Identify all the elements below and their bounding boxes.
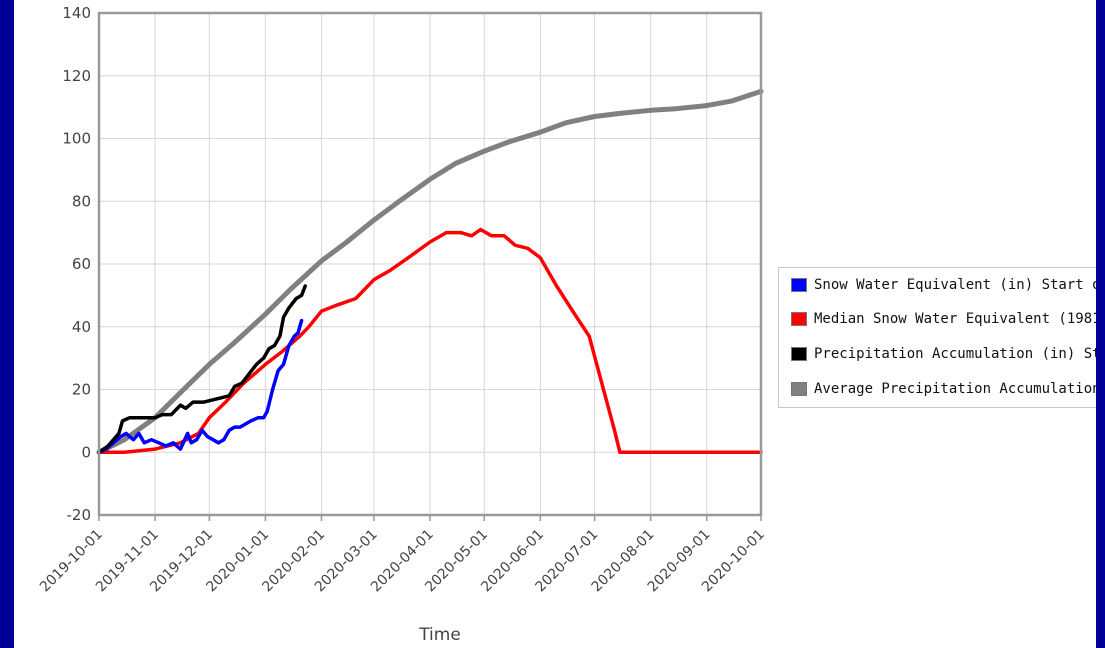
- y-axis-ticks: -20 0 20 40 60 80 100 120 140: [62, 4, 91, 524]
- y-tick-label: 80: [72, 192, 91, 210]
- legend-item-precip[interactable]: Precipitation Accumulation (in) Start of…: [791, 344, 1096, 364]
- series-line-precip[interactable]: [97, 284, 307, 455]
- legend-item-median-swe[interactable]: Median Snow Water Equivalent (1981-2010)…: [791, 309, 1096, 329]
- y-tick-label: 60: [72, 255, 91, 273]
- x-axis-title: Time: [418, 625, 461, 645]
- series-group: [96, 88, 764, 455]
- series-line-median-swe[interactable]: [97, 227, 763, 455]
- legend-swatch-avg-precip: [791, 382, 807, 396]
- plot-frame: [97, 11, 763, 517]
- y-tick-label: 120: [62, 67, 91, 85]
- legend: Snow Water Equivalent (in) Start of Day …: [778, 267, 1096, 408]
- series-line-swe[interactable]: [97, 318, 304, 455]
- legend-item-avg-precip[interactable]: Average Precipitation Accumulation (1981…: [791, 379, 1096, 399]
- legend-label-swe: Snow Water Equivalent (in) Start of Day …: [814, 277, 1096, 293]
- legend-item-swe[interactable]: Snow Water Equivalent (in) Start of Day …: [791, 275, 1096, 295]
- legend-swatch-precip: [791, 347, 807, 361]
- legend-label-precip: Precipitation Accumulation (in) Start of…: [814, 346, 1096, 362]
- legend-label-avg-precip: Average Precipitation Accumulation (1981…: [814, 381, 1096, 397]
- y-tick-label: -20: [67, 506, 92, 524]
- legend-swatch-median-swe: [791, 312, 807, 326]
- y-tick-label: 20: [72, 381, 91, 399]
- chart-panel: -20 0 20 40 60 80 100 120 140 2019-10-01 2019-11-…: [14, 0, 1096, 648]
- line-chart: -20 0 20 40 60 80 100 120 140 2019-10-012019-11-…: [37, 4, 768, 645]
- series-line-avg-precip[interactable]: [96, 88, 764, 455]
- legend-swatch-swe: [791, 278, 807, 292]
- y-tick-label: 140: [62, 4, 91, 22]
- y-tick-label: 100: [62, 130, 91, 148]
- legend-label-median-swe: Median Snow Water Equivalent (1981-2010)…: [814, 311, 1096, 327]
- y-tick-label: 40: [72, 318, 91, 336]
- y-tick-label: 0: [81, 443, 91, 461]
- x-axis-ticks: 2019-10-012019-11-012019-12-012020-01-01…: [37, 515, 768, 595]
